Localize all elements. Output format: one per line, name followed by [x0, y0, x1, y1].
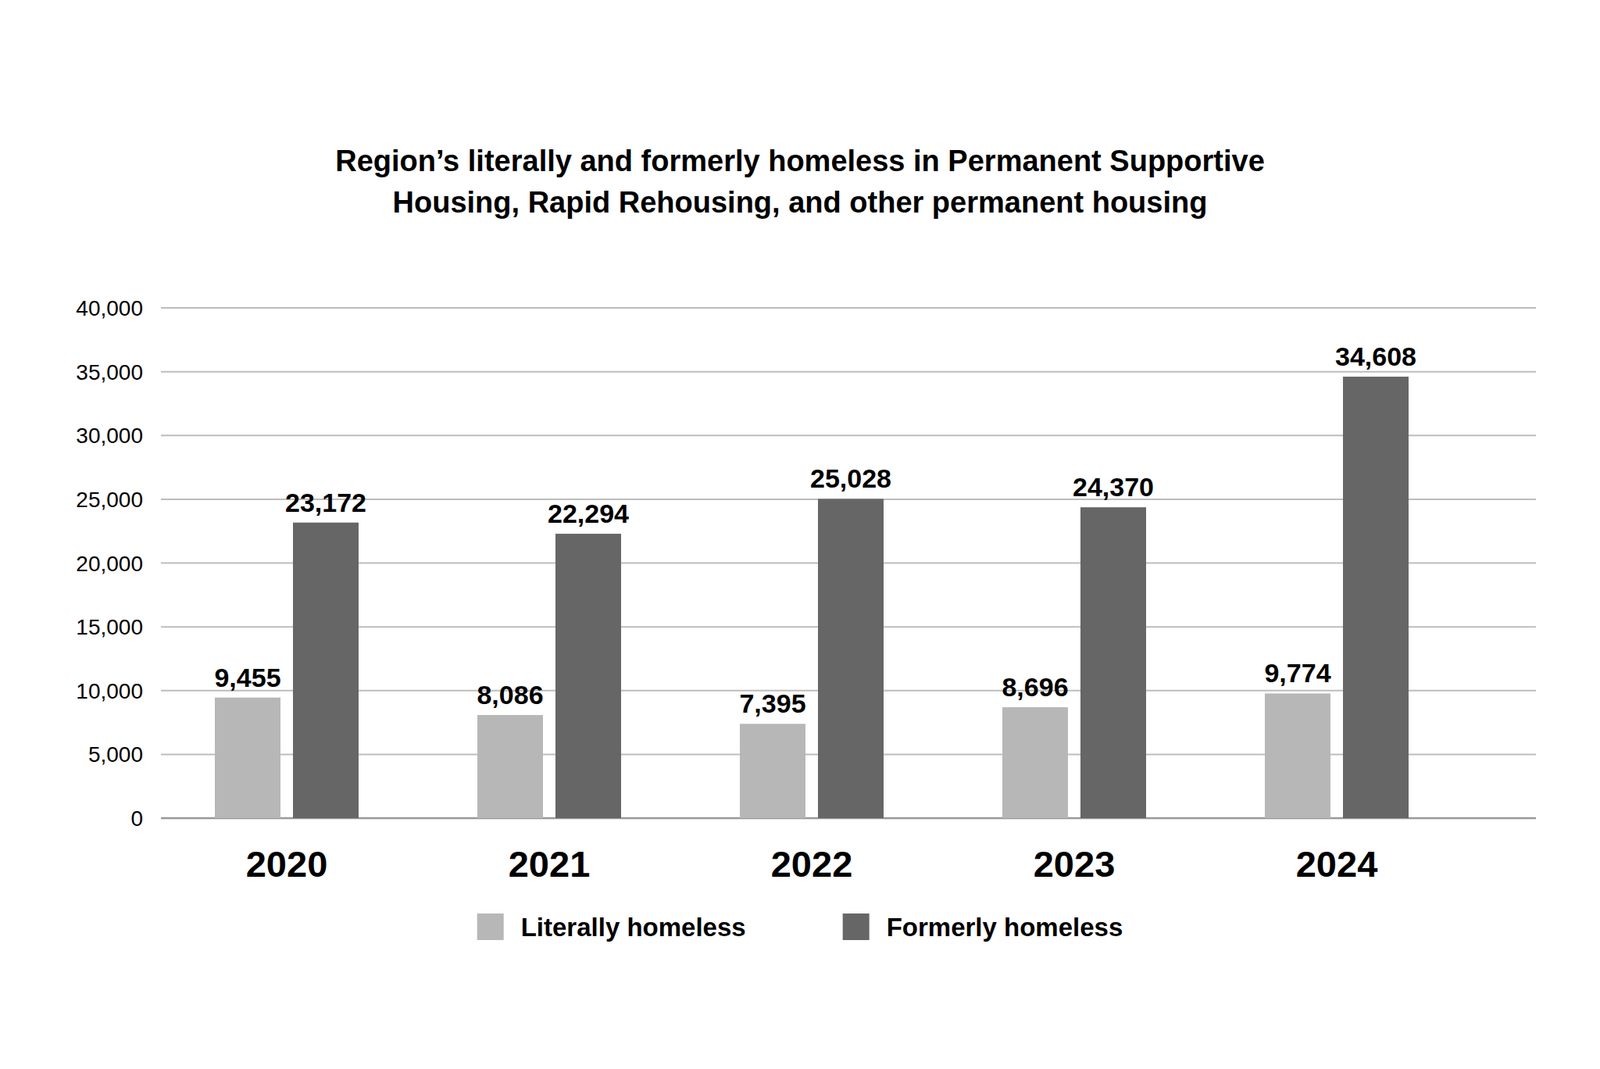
data-label: 7,395	[739, 688, 806, 718]
bar	[1342, 376, 1409, 818]
bar	[292, 522, 359, 818]
chart: Region’s literally and formerly homeless…	[0, 0, 1600, 1069]
y-tick-label: 15,000	[75, 614, 143, 640]
y-tick-label: 40,000	[75, 296, 143, 321]
data-label: 9,774	[1264, 657, 1331, 688]
grid-line	[160, 371, 1536, 373]
bar	[555, 533, 622, 818]
legend-label: Formerly homeless	[886, 912, 1124, 942]
data-label: 24,370	[1072, 471, 1154, 502]
y-tick-label: 20,000	[75, 551, 143, 576]
y-tick-label: 30,000	[75, 423, 143, 448]
data-label: 8,086	[476, 679, 543, 710]
bar	[817, 498, 884, 818]
x-tick-label: 2024	[1296, 842, 1379, 885]
x-tick-label: 2023	[1033, 842, 1116, 885]
data-label: 23,172	[285, 487, 367, 518]
bar	[477, 714, 543, 818]
title: Region’s literally and formerly homeless…	[335, 144, 1265, 219]
bar	[1264, 692, 1331, 818]
bar	[214, 697, 281, 818]
x-axis: 2020 2021 2022 2023 2024	[246, 842, 1379, 885]
y-axis: 0 5,000 10,000 15,000 20,000 25,000 30,000 35,0…	[75, 296, 143, 831]
grid-line	[160, 434, 1536, 436]
bar	[1080, 507, 1147, 818]
grid-line	[160, 307, 1536, 309]
data-label: 22,294	[547, 498, 629, 529]
data-label: 34,608	[1335, 341, 1417, 372]
x-tick-label: 2020	[246, 842, 329, 885]
bar	[1002, 707, 1068, 818]
x-tick-label: 2021	[508, 842, 591, 885]
grid	[160, 307, 1536, 818]
legend-swatch	[477, 913, 504, 940]
bar	[739, 723, 806, 818]
data-labels: 9,455 23,172 8,086 22,294 7,395 25,028 8,696 24…	[214, 341, 1417, 718]
data-label: 8,696	[1001, 671, 1068, 702]
legend: Literally homeless Formerly homeless	[477, 912, 1124, 942]
background	[0, 0, 1600, 1069]
x-tick-label: 2022	[771, 842, 854, 885]
y-tick-label: 0	[130, 806, 143, 831]
title-group: Region’s literally and formerly homeless…	[335, 144, 1265, 219]
legend-label: Literally homeless	[521, 912, 747, 942]
legend-swatch	[842, 913, 870, 940]
bars	[214, 376, 1409, 818]
y-tick-label: 5,000	[88, 742, 143, 767]
data-label: 9,455	[214, 662, 281, 693]
y-tick-label: 25,000	[75, 487, 143, 512]
y-tick-label: 35,000	[75, 360, 143, 385]
data-label: 25,028	[810, 463, 892, 493]
y-tick-label: 10,000	[75, 678, 143, 704]
